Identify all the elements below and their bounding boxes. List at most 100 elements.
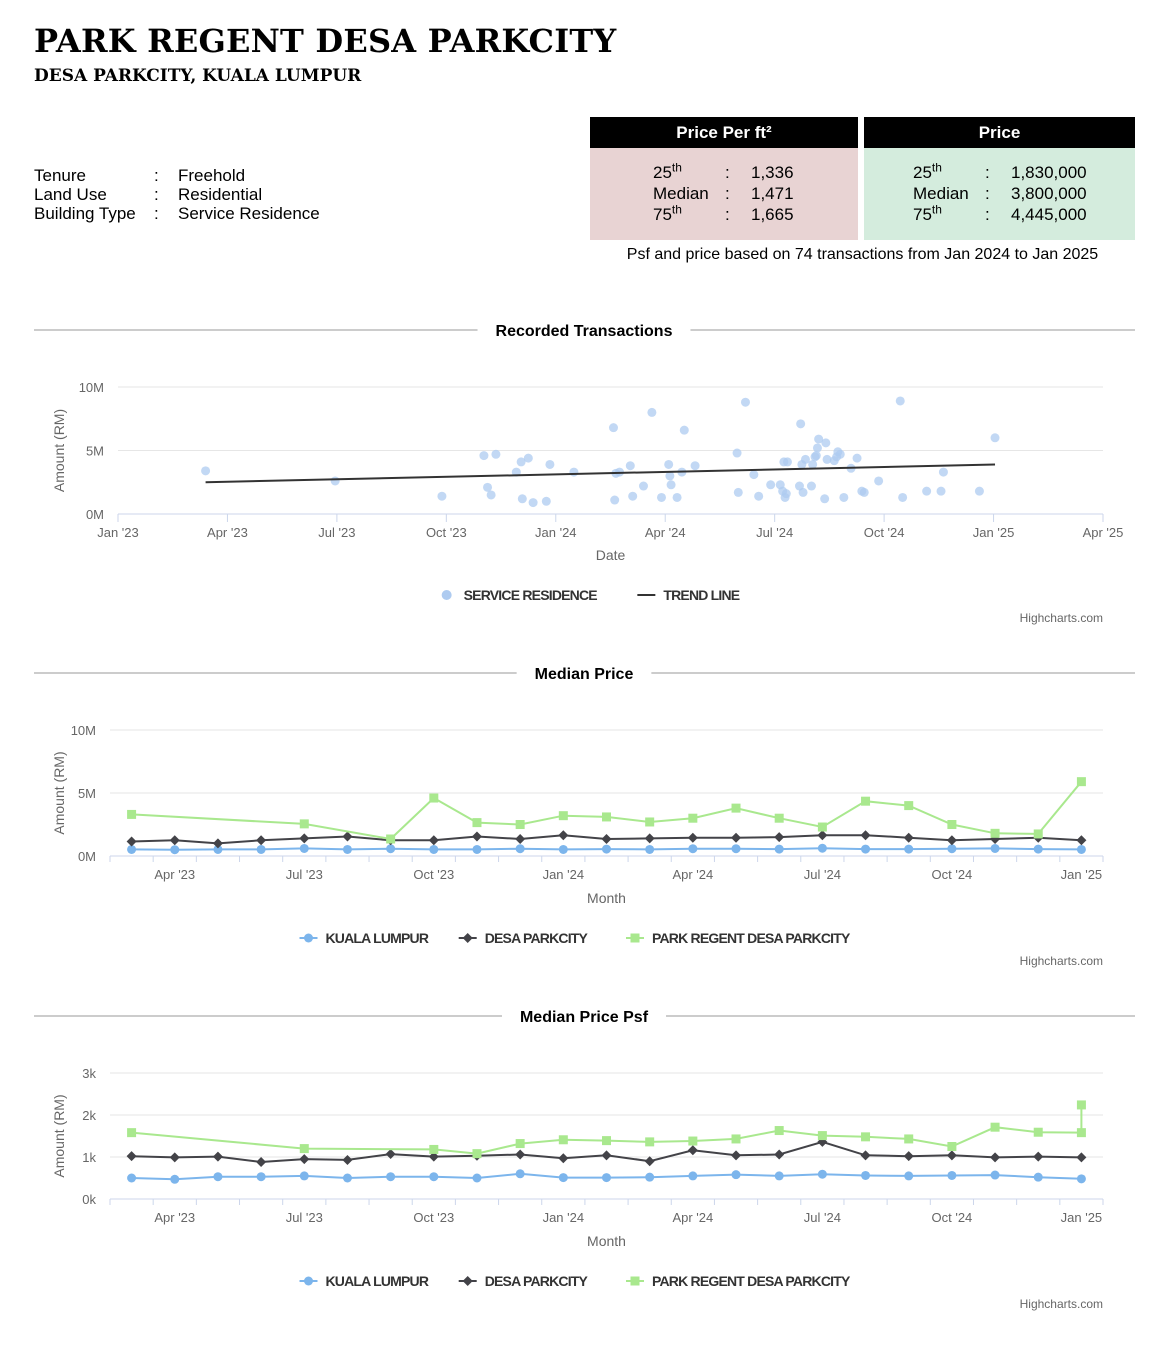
data-point — [1033, 829, 1043, 839]
data-point — [774, 1126, 784, 1136]
transaction-point — [798, 487, 808, 497]
data-point — [515, 844, 525, 854]
x-tick-label: Oct '24 — [932, 867, 973, 882]
data-point — [472, 818, 482, 828]
legend-marker-symbol — [630, 1276, 640, 1286]
y-tick-label: 10M — [79, 380, 104, 395]
legend-item-desa-parkcity: DESA PARKCITY — [458, 930, 589, 946]
data-point — [990, 828, 1000, 838]
data-point — [558, 811, 568, 821]
transaction-point — [936, 486, 946, 496]
data-point — [429, 844, 439, 854]
x-tick-label: Jan '25 — [1061, 867, 1103, 882]
data-point — [169, 835, 180, 846]
data-point — [515, 1139, 525, 1149]
data-point — [1076, 777, 1086, 787]
data-point — [299, 1154, 310, 1165]
price-row-75th: 75th : 4,445,000 — [913, 202, 1087, 224]
x-tick-label: Oct '24 — [864, 525, 905, 540]
psf-row-median: Median : 1,471 — [653, 184, 794, 203]
data-point — [990, 833, 1001, 844]
data-point — [1076, 1128, 1086, 1138]
stat-label-sup: th — [931, 160, 942, 175]
data-point — [515, 1169, 525, 1179]
data-point — [1033, 1172, 1043, 1182]
transaction-point — [835, 449, 845, 459]
attribute-value: Service Residence — [178, 204, 320, 223]
legend-label: TREND LINE — [663, 587, 739, 603]
transaction-point — [545, 459, 555, 469]
y-tick-label: 2k — [82, 1108, 96, 1123]
transaction-point — [811, 451, 821, 461]
series-park-regent-desa-parkcity — [127, 777, 1086, 844]
data-point — [213, 844, 223, 854]
data-point — [558, 1173, 568, 1183]
data-point — [990, 1152, 1001, 1163]
y-axis-label: Amount (RM) — [51, 1094, 67, 1177]
data-point — [1076, 1100, 1086, 1110]
x-tick-label: Jan '24 — [535, 525, 577, 540]
legend-item-desa-parkcity: DESA PARKCITY — [458, 1273, 589, 1289]
psf-25th-value: 1,336 — [751, 163, 794, 182]
data-point — [861, 844, 871, 854]
data-point — [299, 819, 309, 829]
chart-title: Recorded Transactions — [496, 323, 673, 340]
x-axis-label: Month — [587, 1233, 626, 1249]
data-point — [342, 844, 352, 854]
transaction-point — [766, 480, 776, 490]
series-service-residence — [201, 396, 1000, 508]
data-point — [644, 833, 655, 844]
median-price-chart: Median Price 0M 5M 10M Amount (RM) Month Highc… — [34, 666, 1135, 968]
series-kuala-lumpur — [127, 1169, 1086, 1184]
transaction-point — [852, 453, 862, 463]
x-tick-label: Apr '23 — [207, 525, 248, 540]
transaction-point — [938, 467, 948, 477]
legend-label: KUALA LUMPUR — [326, 930, 429, 946]
transaction-point — [541, 496, 551, 506]
data-point — [256, 1172, 266, 1182]
data-point — [774, 1149, 785, 1160]
stat-label: 75 — [653, 205, 672, 224]
y-tick-label: 5M — [86, 444, 104, 459]
data-point — [299, 1144, 309, 1154]
highcharts-credit: Highcharts.com — [1020, 1297, 1103, 1311]
x-tick-label: Jul '24 — [756, 525, 793, 540]
attribute-row-tenure: Tenure : Freehold — [34, 166, 246, 185]
psf-stats-box: Price Per ft² 25th : 1,336 Median : 1,47… — [590, 117, 858, 240]
y-tick-label: 5M — [78, 786, 96, 801]
transaction-point — [874, 476, 884, 486]
x-tick-label: Jan '24 — [543, 867, 585, 882]
transaction-point — [483, 482, 493, 492]
y-axis-label: Amount (RM) — [51, 409, 67, 492]
data-point — [688, 1136, 698, 1146]
transaction-point — [625, 461, 635, 471]
legend-marker-symbol — [462, 933, 473, 943]
data-point — [472, 844, 482, 854]
transaction-point — [740, 397, 750, 407]
transaction-point — [665, 471, 675, 481]
stat-label: Median — [653, 184, 709, 203]
data-point — [299, 843, 309, 853]
series-line — [131, 781, 1083, 841]
data-point — [1033, 1151, 1044, 1162]
property-attributes: Tenure : Freehold Land Use : Residential… — [34, 166, 320, 223]
chart-title: Median Price — [535, 666, 634, 683]
data-point — [386, 844, 396, 854]
transaction-point — [628, 491, 638, 501]
attribute-row-land-use: Land Use : Residential — [34, 185, 263, 204]
legend-circle-symbol — [441, 590, 452, 600]
legend-item-park-regent-desa-parkcity: PARK REGENT DESA PARKCITY — [626, 1273, 852, 1289]
y-axis-label: Amount (RM) — [51, 751, 67, 834]
legend-label: DESA PARKCITY — [485, 1273, 589, 1289]
data-point — [817, 843, 827, 853]
price-median-value: 3,800,000 — [1011, 184, 1087, 203]
data-point — [602, 1136, 611, 1146]
transaction-point — [732, 448, 742, 458]
data-point — [169, 1152, 180, 1163]
psf-75th-value: 1,665 — [751, 205, 794, 224]
highcharts-credit: Highcharts.com — [1020, 954, 1103, 968]
data-point — [472, 1173, 482, 1183]
transaction-point — [528, 498, 538, 508]
transaction-point — [821, 438, 831, 448]
transaction-point — [974, 486, 984, 496]
